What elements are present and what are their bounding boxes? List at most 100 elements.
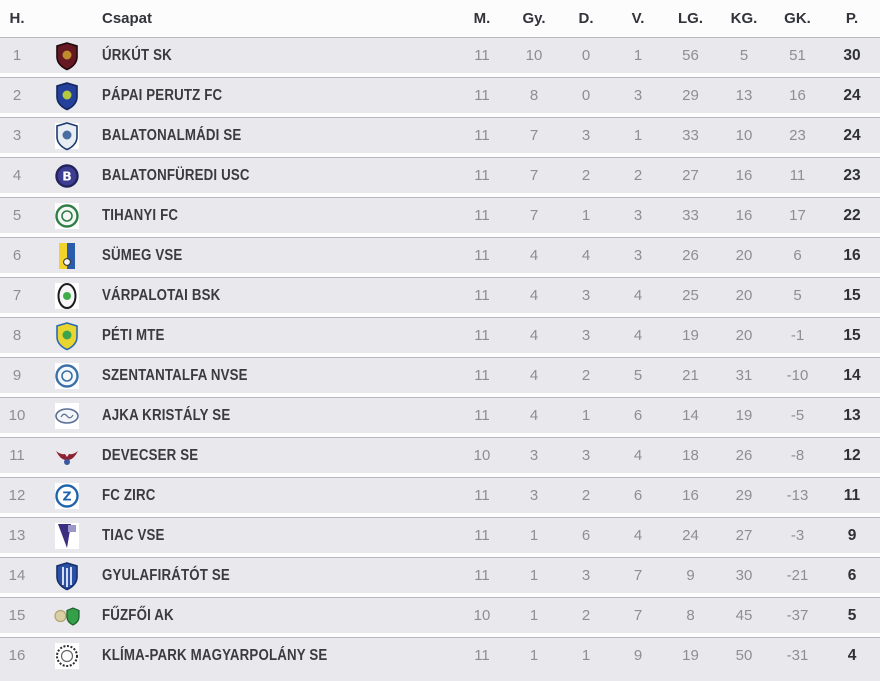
team-crest-icon <box>34 638 100 673</box>
stat-cell-wins: 1 <box>529 607 539 624</box>
table-row[interactable]: 2 PÁPAI PERUTZ FC 11 8 0 3 29 13 16 24 <box>0 77 880 113</box>
table-row[interactable]: 4 B BALATONFÜREDI USC 11 7 2 2 27 16 11 … <box>0 157 880 193</box>
position-cell: 16 <box>8 647 26 664</box>
stat-cell-goals-against: 20 <box>735 327 753 344</box>
table-row[interactable]: 16 KLÍMA-PARK MAGYARPOLÁNY SE 11 1 1 9 1… <box>0 637 880 673</box>
header-cell-losses: V. <box>631 10 645 27</box>
table-row[interactable]: 6 SÜMEG VSE 11 4 4 3 26 20 6 16 <box>0 237 880 273</box>
stat-cell-goals-for: 26 <box>682 247 699 264</box>
team-crest-icon <box>34 278 100 313</box>
stat-cell-wins: 7 <box>529 127 539 144</box>
stat-cell-draws: 4 <box>581 247 591 264</box>
header-cell-goals-for: LG. <box>678 10 703 27</box>
stat-cell-goals-against: 16 <box>735 167 753 184</box>
stat-cell-played: 11 <box>474 407 490 424</box>
team-name: DEVECSER SE <box>102 446 199 464</box>
stat-cell-goals-for: 27 <box>682 167 699 184</box>
stat-cell-played: 11 <box>474 287 490 304</box>
points-cell: 12 <box>843 446 861 464</box>
stat-cell-wins: 1 <box>529 567 539 584</box>
stat-cell-goals-for: 8 <box>686 607 695 624</box>
points-cell: 11 <box>843 486 861 504</box>
table-row[interactable]: 5 TIHANYI FC 11 7 1 3 33 16 17 22 <box>0 197 880 233</box>
stat-cell-draws: 2 <box>581 367 591 384</box>
stat-cell-losses: 4 <box>633 287 643 304</box>
stat-cell-goals-for: 21 <box>682 367 699 384</box>
stat-cell-goal-diff: 5 <box>793 287 802 304</box>
position-cell: 14 <box>8 567 26 584</box>
stat-cell-draws: 3 <box>581 567 591 584</box>
stat-cell-losses: 6 <box>633 407 643 424</box>
stat-cell-played: 11 <box>474 487 490 504</box>
header-cell-goal-diff: GK. <box>784 10 811 27</box>
stat-cell-goals-against: 29 <box>735 487 753 504</box>
stat-cell-wins: 4 <box>529 367 539 384</box>
team-crest-icon <box>34 598 100 633</box>
stat-cell-draws: 0 <box>581 87 591 104</box>
stat-cell-goal-diff: -1 <box>790 327 805 344</box>
stat-cell-goals-against: 19 <box>735 407 753 424</box>
team-name: TIAC VSE <box>102 526 165 544</box>
svg-text:B: B <box>62 168 72 183</box>
position-cell: 15 <box>8 607 26 624</box>
team-name: SÜMEG VSE <box>102 246 183 264</box>
stat-cell-wins: 4 <box>529 247 539 264</box>
stat-cell-goals-against: 31 <box>735 367 753 384</box>
stat-cell-played: 11 <box>474 127 490 144</box>
table-row[interactable]: 9 SZENTANTALFA NVSE 11 4 2 5 21 31 -10 1… <box>0 357 880 393</box>
table-tail <box>0 673 880 681</box>
stat-cell-draws: 3 <box>581 287 591 304</box>
team-name: FŰZFŐI AK <box>102 606 174 624</box>
points-cell: 15 <box>843 326 861 344</box>
points-cell: 16 <box>843 246 861 264</box>
stat-cell-wins: 1 <box>529 647 539 664</box>
stat-cell-goals-for: 19 <box>682 647 699 664</box>
stat-cell-goals-for: 33 <box>682 207 699 224</box>
table-row[interactable]: 13 TIAC VSE 11 1 6 4 24 27 -3 9 <box>0 517 880 553</box>
stat-cell-goals-for: 18 <box>682 447 699 464</box>
stat-cell-goals-against: 30 <box>735 567 753 584</box>
header-cell-draws: D. <box>578 10 594 27</box>
table-row[interactable]: 8 PÉTI MTE 11 4 3 4 19 20 -1 15 <box>0 317 880 353</box>
points-cell: 4 <box>847 646 857 664</box>
table-row[interactable]: 12 Z FC ZIRC 11 3 2 6 16 29 -13 11 <box>0 477 880 513</box>
table-row[interactable]: 1 ÚRKÚT SK 11 10 0 1 56 5 51 30 <box>0 37 880 73</box>
stat-cell-goals-against: 27 <box>735 527 753 544</box>
table-row[interactable]: 14 GYULAFIRÁTÓT SE 11 1 3 7 9 30 -21 6 <box>0 557 880 593</box>
stat-cell-goals-for: 24 <box>682 527 699 544</box>
table-row[interactable]: 7 VÁRPALOTAI BSK 11 4 3 4 25 20 5 15 <box>0 277 880 313</box>
stat-cell-goal-diff: 16 <box>789 87 806 104</box>
team-name: GYULAFIRÁTÓT SE <box>102 566 230 584</box>
stat-cell-played: 11 <box>474 87 490 104</box>
table-row[interactable]: 3 BALATONALMÁDI SE 11 7 3 1 33 10 23 24 <box>0 117 880 153</box>
stat-cell-draws: 2 <box>581 487 591 504</box>
points-cell: 5 <box>847 606 857 624</box>
stat-cell-goals-for: 14 <box>682 407 699 424</box>
stat-cell-draws: 2 <box>581 167 591 184</box>
table-row[interactable]: 11 DEVECSER SE 10 3 3 4 18 26 -8 12 <box>0 437 880 473</box>
stat-cell-played: 11 <box>474 367 490 384</box>
stat-cell-goals-against: 20 <box>735 247 753 264</box>
stat-cell-played: 11 <box>474 527 490 544</box>
table-row[interactable]: 10 AJKA KRISTÁLY SE 11 4 1 6 14 19 -5 13 <box>0 397 880 433</box>
position-cell: 1 <box>12 47 22 64</box>
stat-cell-wins: 8 <box>529 87 539 104</box>
header-cell-played: M. <box>473 10 491 27</box>
stat-cell-wins: 4 <box>529 287 539 304</box>
points-cell: 23 <box>843 166 861 184</box>
table-row[interactable]: 15 FŰZFŐI AK 10 1 2 7 8 45 -37 5 <box>0 597 880 633</box>
stat-cell-goals-against: 5 <box>739 47 749 64</box>
position-cell: 12 <box>8 487 26 504</box>
stat-cell-goals-against: 16 <box>735 207 753 224</box>
stat-cell-wins: 1 <box>529 527 539 544</box>
stat-cell-goals-for: 16 <box>682 487 699 504</box>
stat-cell-goals-against: 50 <box>735 647 753 664</box>
team-name: TIHANYI FC <box>102 206 179 224</box>
stat-cell-wins: 7 <box>529 167 539 184</box>
stat-cell-draws: 1 <box>581 207 591 224</box>
stat-cell-wins: 3 <box>529 487 539 504</box>
stat-cell-goal-diff: -5 <box>790 407 805 424</box>
stat-cell-goals-for: 33 <box>682 127 699 144</box>
stat-cell-draws: 1 <box>581 407 591 424</box>
stat-cell-draws: 3 <box>581 327 591 344</box>
